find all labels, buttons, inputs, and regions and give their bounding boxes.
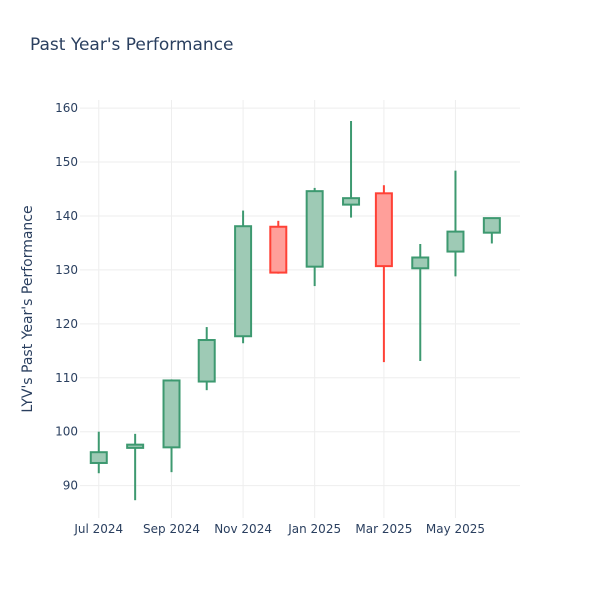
candle bbox=[482, 217, 501, 244]
candle-body bbox=[374, 192, 393, 268]
x-tick-label: Mar 2025 bbox=[355, 522, 412, 536]
x-tick-label: Jul 2024 bbox=[73, 522, 123, 536]
y-tick-label: 120 bbox=[55, 317, 78, 331]
candle bbox=[269, 220, 288, 274]
candle bbox=[126, 433, 145, 501]
candle-body bbox=[126, 443, 145, 449]
candle-body bbox=[446, 230, 465, 253]
chart-title: Past Year's Performance bbox=[30, 35, 234, 55]
candle-body bbox=[482, 217, 501, 234]
y-tick-label: 140 bbox=[55, 209, 78, 223]
candle-body bbox=[197, 339, 216, 383]
y-tick-label: 90 bbox=[63, 479, 78, 493]
candle bbox=[162, 379, 181, 473]
candles bbox=[89, 121, 501, 501]
candle bbox=[305, 187, 324, 287]
y-tick-labels: 90 100 110 120 130 140 150 160 bbox=[55, 101, 78, 493]
y-tick-label: 110 bbox=[55, 371, 78, 385]
y-axis-label: LYV's Past Year's Performance bbox=[20, 205, 36, 412]
x-tick-labels: Jul 2024 Sep 2024 Nov 2024 Jan 2025 Mar 2025… bbox=[73, 522, 485, 536]
candle bbox=[89, 431, 108, 474]
candle bbox=[234, 210, 253, 344]
candle bbox=[446, 170, 465, 277]
x-tick-label: Jan 2025 bbox=[287, 522, 341, 536]
candle-body bbox=[234, 225, 253, 338]
candle-body bbox=[342, 197, 361, 206]
y-tick-label: 150 bbox=[55, 155, 78, 169]
candle bbox=[411, 244, 430, 362]
candle-body bbox=[89, 451, 108, 464]
candle bbox=[197, 327, 216, 391]
candle bbox=[342, 121, 361, 218]
candle-body bbox=[305, 190, 324, 268]
y-tick-label: 130 bbox=[55, 263, 78, 277]
x-tick-label: Nov 2024 bbox=[214, 522, 272, 536]
x-tick-label: Sep 2024 bbox=[143, 522, 200, 536]
candle bbox=[374, 185, 393, 363]
candle-body bbox=[162, 379, 181, 449]
candle-body bbox=[411, 256, 430, 270]
candle-body bbox=[269, 225, 288, 274]
x-tick-label: May 2025 bbox=[426, 522, 485, 536]
y-tick-label: 100 bbox=[55, 425, 78, 439]
y-tick-label: 160 bbox=[55, 101, 78, 115]
